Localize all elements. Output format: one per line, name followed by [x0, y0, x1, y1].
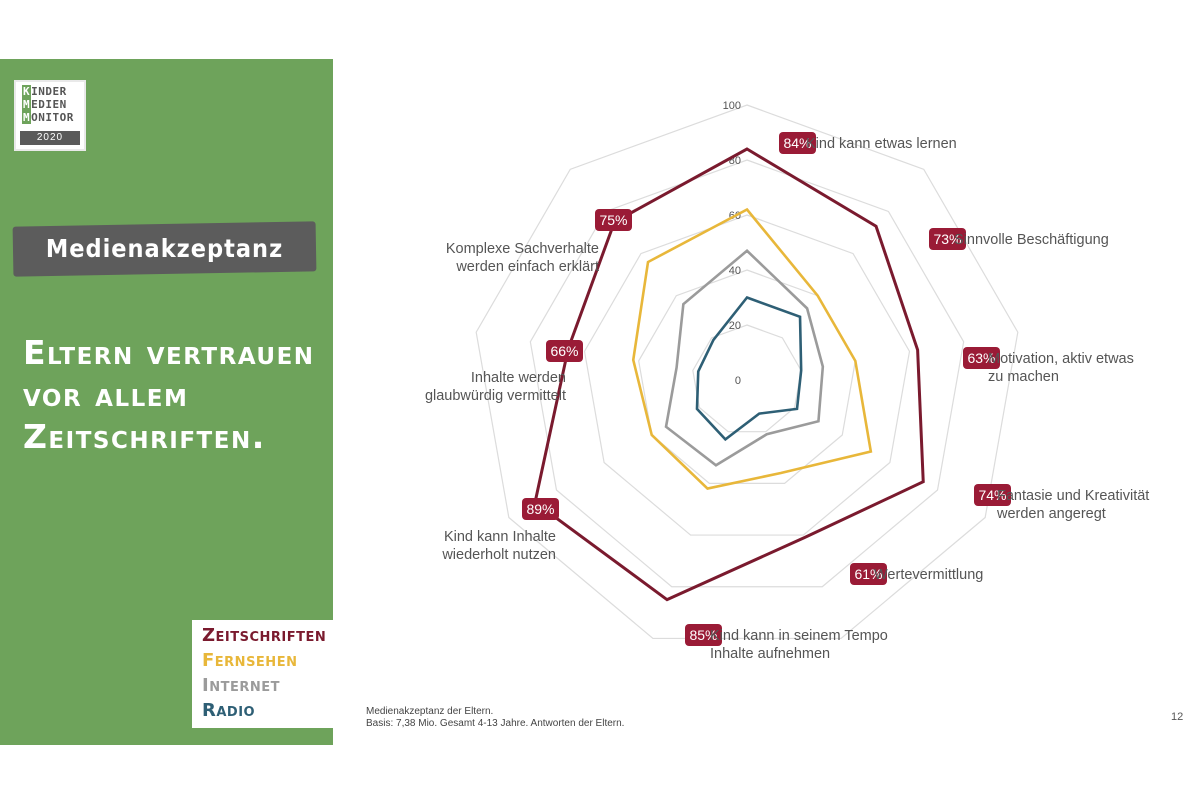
value-badge: 73% [929, 228, 966, 250]
value-badge-bg [963, 347, 1000, 369]
category-label: werden einfach erklärt [455, 259, 599, 275]
headline: Eltern vertrauen vor allem Zeitschriften… [23, 332, 323, 458]
category-label: Inhalte werden [471, 370, 566, 386]
category-label: Wertevermittlung [874, 567, 983, 583]
series-line-radio [695, 295, 803, 442]
legend-item-zeitschriften: Zeitschriften [202, 625, 327, 646]
category-label: Kind kann in seinem Tempo [710, 628, 888, 644]
value-badge: 61% [850, 563, 887, 585]
value-badge-label: 66% [550, 343, 578, 359]
tick-label: 20 [729, 320, 741, 332]
legend-item-internet: Internet [202, 675, 280, 696]
value-badge-bg [850, 563, 887, 585]
value-badge-label: 74% [978, 487, 1006, 503]
category-label: glaubwürdig vermittelt [425, 388, 566, 404]
value-badge: 66% [546, 340, 583, 362]
value-badge-label: 73% [933, 231, 961, 247]
footnote-line-2: Basis: 7,38 Mio. Gesamt 4-13 Jahre. Antw… [366, 718, 625, 729]
logo-line-3: MONITOR [22, 111, 74, 124]
value-badge-label: 85% [689, 627, 717, 643]
tick-label: 0 [735, 375, 741, 387]
value-badge-label: 75% [599, 212, 627, 228]
category-label: wiederholt nutzen [441, 547, 556, 563]
value-badge-bg [546, 340, 583, 362]
value-badge-bg [929, 228, 966, 250]
tick-label: 100 [723, 100, 741, 112]
value-badge: 89% [522, 498, 559, 520]
value-badge-bg [974, 484, 1011, 506]
category-label: Sinnvolle Beschäftigung [954, 232, 1109, 248]
value-badge: 75% [595, 209, 632, 231]
category-label: Kind kann Inhalte [444, 529, 556, 545]
category-label: Motivation, aktiv etwas [988, 351, 1134, 367]
legend-item-fernsehen: Fernsehen [202, 650, 298, 671]
value-badge-bg [685, 624, 722, 646]
legend-item-radio: Radio [202, 700, 256, 721]
value-badge: 63% [963, 347, 1000, 369]
page-number: 12 [1171, 711, 1184, 723]
headline-line-1: Eltern vertrauen [23, 333, 315, 372]
value-badge-label: 89% [526, 501, 554, 517]
headline-line-2: vor allem [23, 375, 189, 414]
headline-line-3: Zeitschriften. [23, 417, 266, 456]
tick-label: 40 [729, 265, 741, 277]
category-label: Komplexe Sachverhalte [446, 241, 599, 257]
series-line-zeitschriften [533, 147, 925, 602]
series-line-fernsehen [631, 207, 873, 490]
value-badge-bg [522, 498, 559, 520]
value-badge-bg [779, 132, 816, 154]
grid-ring-100 [475, 104, 1019, 640]
logo-line-2: MEDIEN [22, 98, 67, 111]
footnote: Medienakzeptanz der Eltern. Basis: 7,38 … [366, 706, 624, 730]
page-title: Medienakzeptanz [45, 234, 284, 263]
value-badge-label: 84% [783, 135, 811, 151]
logo-line-1: KINDER [22, 85, 67, 98]
value-badge-bg [595, 209, 632, 231]
grid-ring-80 [529, 159, 965, 588]
category-label: Inhalte aufnehmen [710, 646, 830, 662]
category-label: zu machen [988, 369, 1059, 385]
value-badge: 74% [974, 484, 1011, 506]
series-line-internet [664, 249, 825, 467]
kindermedienmonitor-logo: KINDER MEDIEN MONITOR 2020 [14, 80, 86, 151]
logo-year: 2020 [20, 131, 80, 145]
category-label: Fantasie und Kreativität [997, 488, 1149, 504]
footnote-line-1: Medienakzeptanz der Eltern. [366, 706, 494, 717]
value-badge-label: 61% [854, 566, 882, 582]
grid-ring-20 [692, 324, 802, 433]
value-badge: 85% [685, 624, 722, 646]
grid-ring-60 [583, 214, 911, 536]
category-label: werden angeregt [996, 506, 1106, 522]
category-label: Kind kann etwas lernen [806, 136, 957, 152]
legend: Zeitschriften Fernsehen Internet Radio [192, 620, 333, 728]
value-badge-label: 63% [967, 350, 995, 366]
value-badge: 84% [779, 132, 816, 154]
